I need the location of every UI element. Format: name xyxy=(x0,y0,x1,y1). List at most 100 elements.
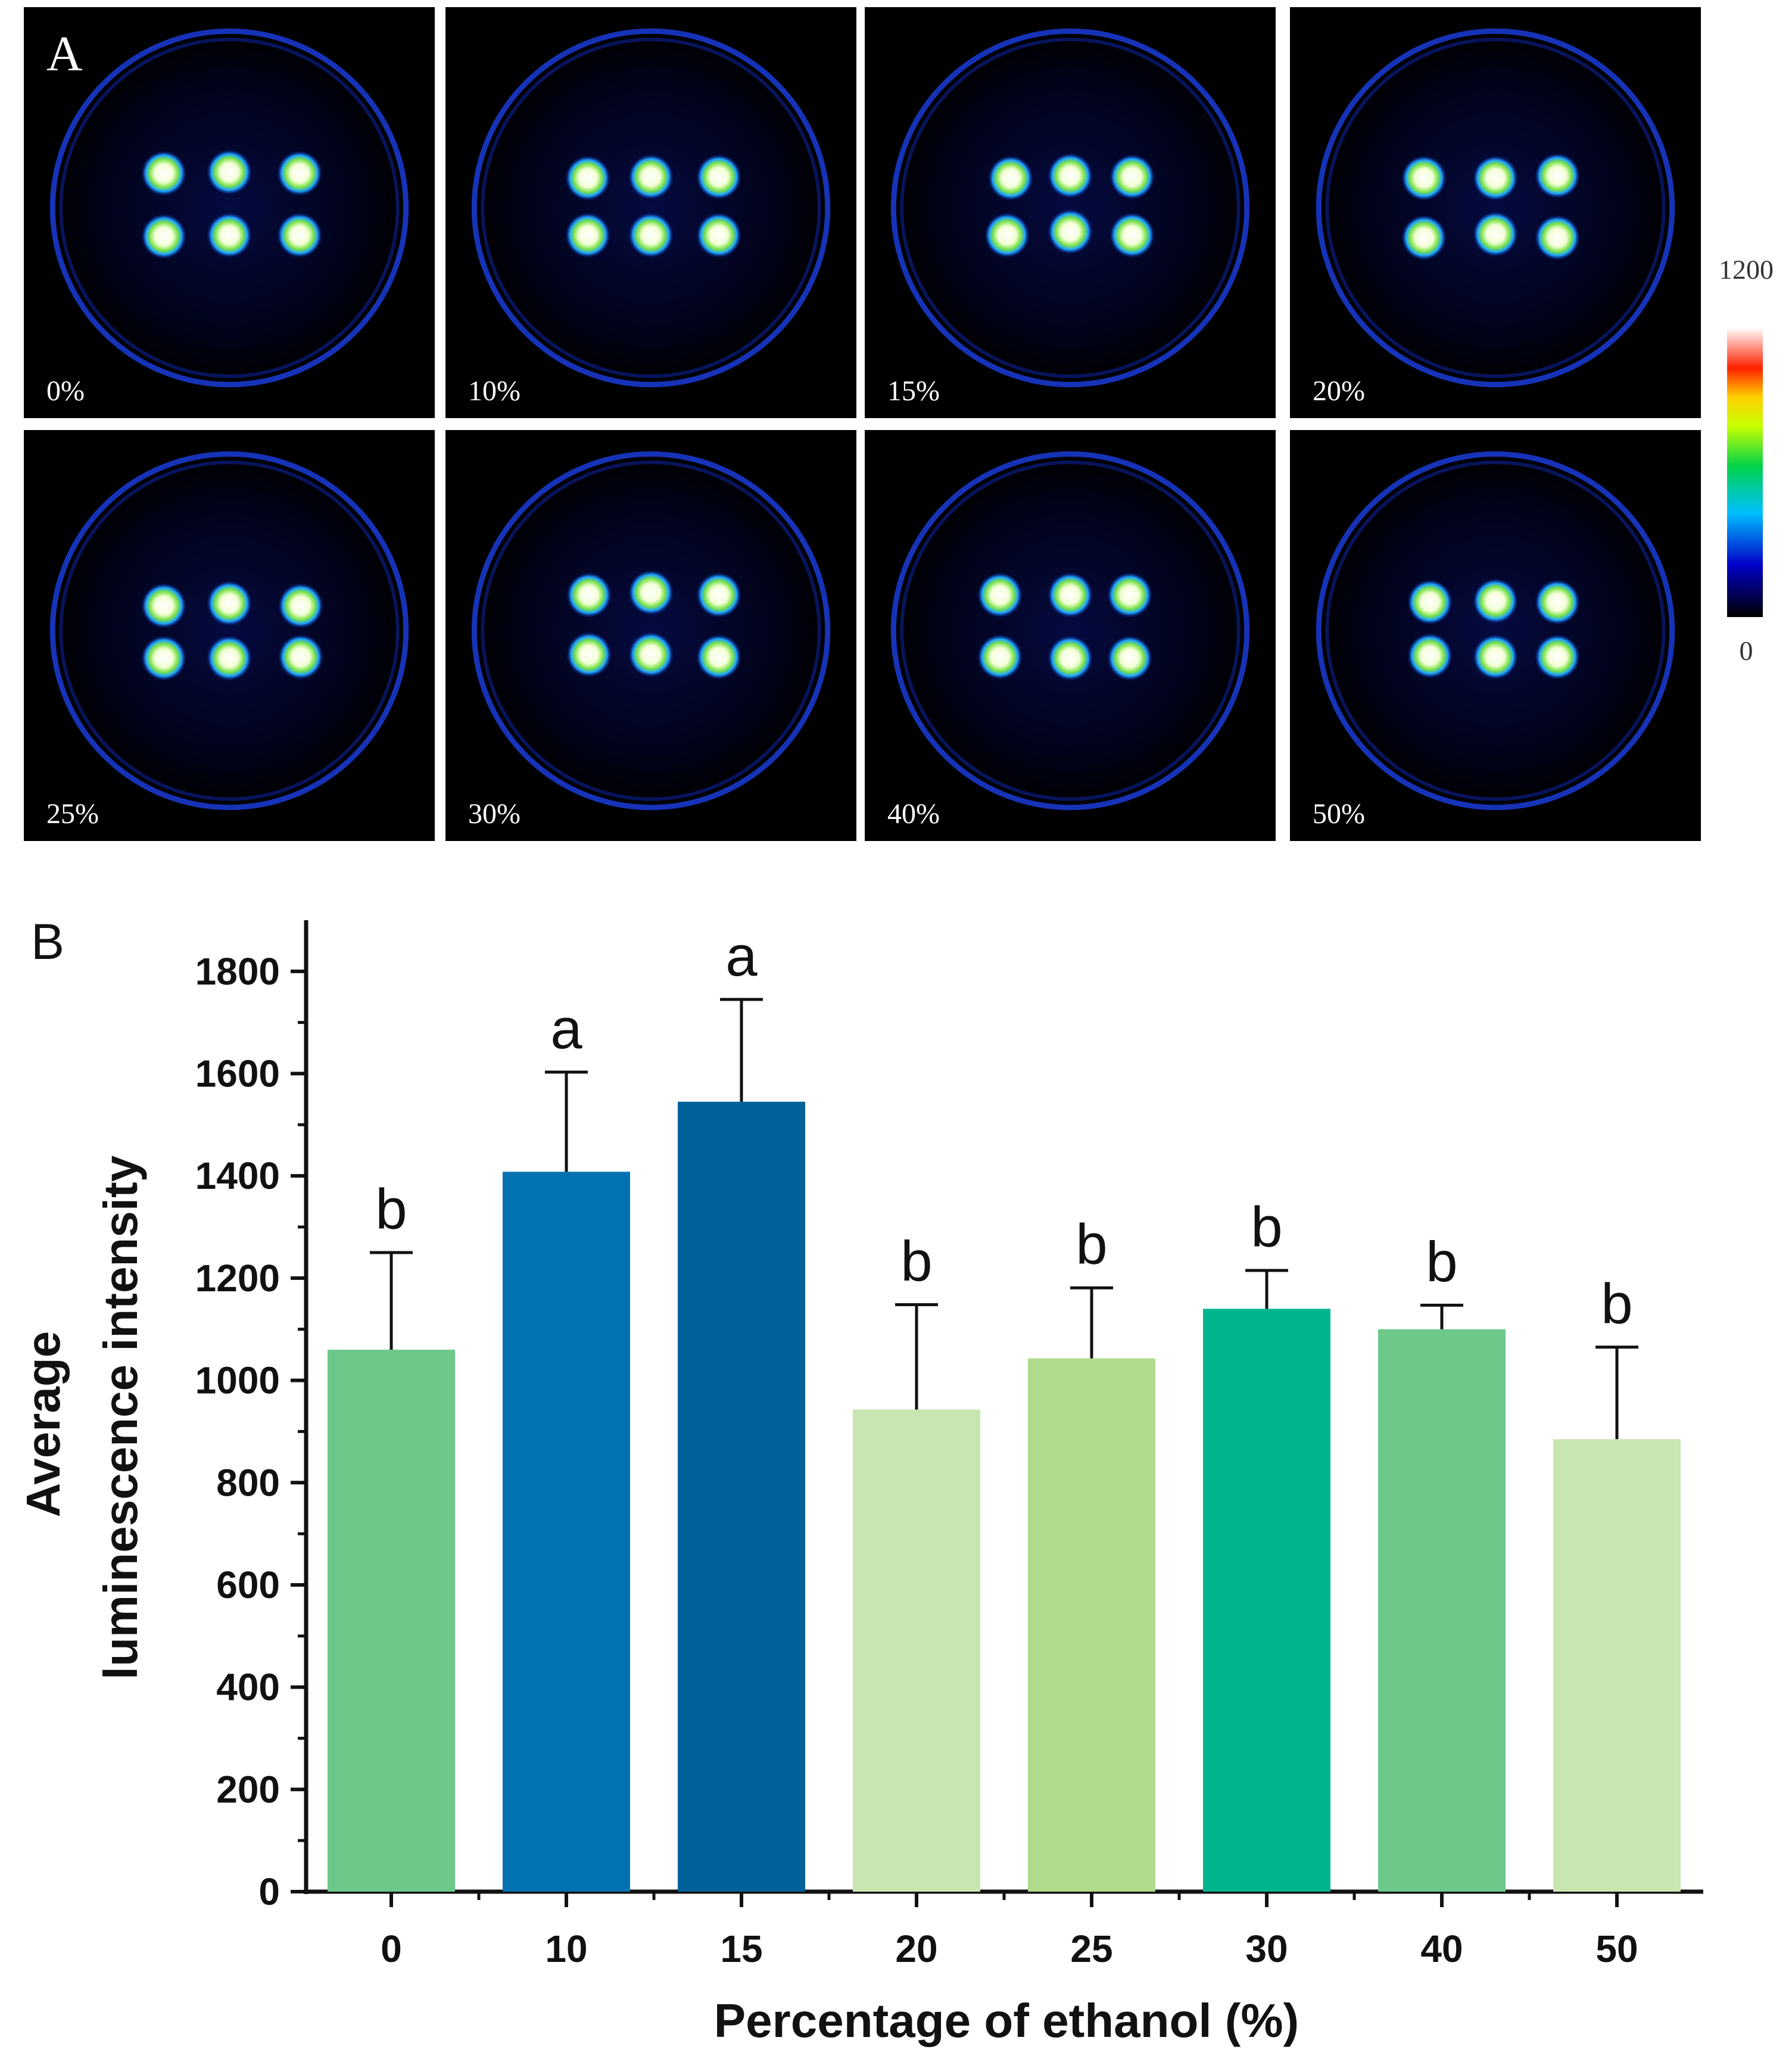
bar xyxy=(853,1409,980,1892)
significance-letter: b xyxy=(375,1178,407,1241)
y-tick-label: 600 xyxy=(216,1563,280,1606)
luminescence-spot xyxy=(1535,153,1580,198)
panel-a-images: 0% 10% 15% 20% 25% 30% 40% 50% A 1200 0 xyxy=(24,7,1774,841)
luminescence-spot xyxy=(988,155,1033,201)
luminescence-spot xyxy=(566,632,612,677)
colorbar-min-label: 0 xyxy=(1740,636,1753,666)
y-tick-label: 200 xyxy=(216,1768,280,1811)
luminescence-spot xyxy=(1048,153,1093,198)
plate-label: 15% xyxy=(887,375,940,407)
plate-image: 20% xyxy=(1290,7,1701,418)
significance-letter: b xyxy=(1426,1230,1457,1294)
plate-label: 0% xyxy=(46,375,85,407)
plate-image: 25% xyxy=(24,430,435,841)
x-tick-label: 10 xyxy=(545,1927,587,1970)
luminescence-spot xyxy=(1107,572,1152,618)
luminescence-spot xyxy=(696,572,741,618)
luminescence-spot xyxy=(628,570,674,615)
y-tick-label: 400 xyxy=(216,1666,280,1709)
luminescence-spot xyxy=(1407,633,1453,678)
x-tick-label: 15 xyxy=(720,1927,762,1970)
luminescence-spot xyxy=(628,213,674,258)
plate-label: 30% xyxy=(468,798,521,830)
luminescence-spot xyxy=(628,632,674,677)
luminescence-spot xyxy=(984,213,1030,258)
luminescence-spot xyxy=(207,636,252,681)
significance-letter: a xyxy=(550,997,582,1061)
luminescence-spot xyxy=(1535,580,1580,625)
y-tick-label: 1000 xyxy=(195,1359,280,1402)
luminescence-spot xyxy=(277,151,322,196)
luminescence-spot xyxy=(696,213,741,258)
luminescence-spot xyxy=(277,213,322,258)
significance-letter: b xyxy=(1076,1213,1107,1276)
colorbar-max-label: 1200 xyxy=(1719,254,1774,285)
bar xyxy=(1203,1309,1330,1892)
colorbar: 1200 0 xyxy=(1719,254,1774,666)
plate-label: 50% xyxy=(1313,798,1365,830)
luminescence-spot xyxy=(207,581,252,626)
y-axis-title-line-2: luminescence intensity xyxy=(94,1155,147,1680)
y-tick-label: 1400 xyxy=(195,1154,280,1197)
y-tick-label: 1200 xyxy=(195,1257,280,1300)
plate-label: 10% xyxy=(468,375,521,407)
plate-label: 20% xyxy=(1313,375,1365,407)
luminescence-spot xyxy=(1048,636,1093,681)
bar xyxy=(503,1172,630,1892)
panel-b-label: B xyxy=(31,914,64,970)
y-axis-title-line-1: Average xyxy=(17,1331,70,1518)
bar xyxy=(1553,1439,1681,1892)
significance-letter: b xyxy=(900,1230,932,1294)
significance-letter: b xyxy=(1601,1272,1632,1336)
luminescence-spot xyxy=(1110,213,1155,258)
x-tick-label: 25 xyxy=(1070,1927,1112,1970)
bar xyxy=(1378,1329,1506,1892)
luminescence-spot xyxy=(1401,215,1447,260)
luminescence-spot xyxy=(141,214,186,259)
x-tick-label: 50 xyxy=(1595,1927,1638,1970)
luminescence-spot xyxy=(278,583,323,628)
luminescence-spot xyxy=(1110,154,1155,200)
luminescence-spot xyxy=(696,634,741,680)
plate-label: 40% xyxy=(887,798,940,830)
luminescence-spot xyxy=(696,154,741,200)
plate-label: 25% xyxy=(46,798,99,830)
luminescence-spot xyxy=(565,155,610,201)
luminescence-spot xyxy=(1473,578,1518,624)
panel-a-label: A xyxy=(46,26,83,82)
luminescence-spot xyxy=(141,636,186,681)
plate-image: 50% xyxy=(1290,430,1701,841)
plate-image: 0% xyxy=(24,7,435,418)
luminescence-spot xyxy=(1473,634,1518,680)
luminescence-spot xyxy=(207,149,252,195)
plate-image: 10% xyxy=(445,7,856,418)
luminescence-spot xyxy=(1048,572,1093,618)
luminescence-spot xyxy=(1535,634,1580,680)
luminescence-spot xyxy=(1407,580,1453,625)
luminescence-spot xyxy=(207,213,252,258)
bar xyxy=(1028,1358,1155,1892)
plate-image: 15% xyxy=(865,7,1276,418)
luminescence-spot xyxy=(566,572,612,618)
luminescence-spot xyxy=(1401,155,1447,201)
y-tick-label: 1600 xyxy=(195,1052,280,1095)
y-tick-label: 800 xyxy=(216,1461,280,1504)
luminescence-spot xyxy=(1107,636,1152,681)
bar-chart: B 0 200 400 600 800 1000 1200 1400 1600 1800 b 0 a 10… xyxy=(17,914,1703,2047)
luminescence-spot xyxy=(278,634,323,680)
x-tick-label: 0 xyxy=(381,1927,402,1970)
luminescence-spot xyxy=(628,154,674,200)
luminescence-spot xyxy=(977,634,1023,680)
plate-image: 40% xyxy=(865,430,1276,841)
significance-letter: a xyxy=(725,924,758,988)
y-axis-title: Average luminescence intensity xyxy=(17,1155,147,1680)
bar xyxy=(328,1350,455,1892)
colorbar-gradient xyxy=(1727,328,1763,617)
luminescence-spot xyxy=(565,213,610,258)
y-tick-label: 0 xyxy=(258,1870,280,1913)
luminescence-spot xyxy=(141,151,186,196)
y-tick-label: 1800 xyxy=(195,950,280,993)
bar xyxy=(678,1101,805,1892)
x-axis-title: Percentage of ethanol (%) xyxy=(714,1994,1299,2047)
luminescence-spot xyxy=(1473,211,1518,257)
